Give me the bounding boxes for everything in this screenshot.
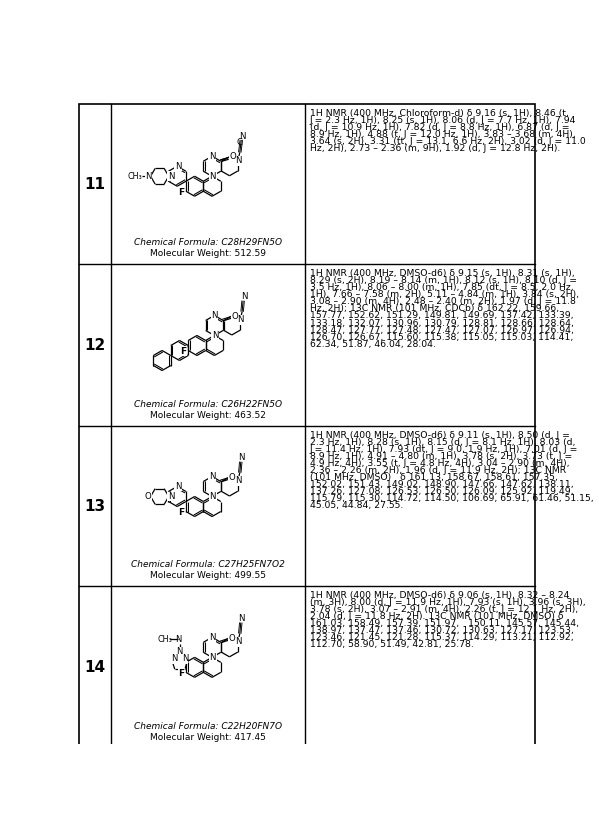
Text: N: N bbox=[171, 655, 178, 664]
Text: 1H NMR (400 MHz, DMSO-d6) δ 9.15 (s, 1H), 8.31 (s, 1H),: 1H NMR (400 MHz, DMSO-d6) δ 9.15 (s, 1H)… bbox=[310, 269, 574, 278]
Text: O: O bbox=[229, 152, 236, 161]
Text: 161.03, 158.49, 157.39, 151.97,   150.11, 145.57, 145.44,: 161.03, 158.49, 157.39, 151.97, 150.11, … bbox=[310, 619, 579, 628]
Text: N: N bbox=[212, 331, 219, 340]
Text: Chemical Formula: C27H25FN7O2: Chemical Formula: C27H25FN7O2 bbox=[131, 560, 285, 569]
Text: 1H NMR (400 MHz, DMSO-d6) δ 9.11 (s, 1H), 8.50 (d, J =: 1H NMR (400 MHz, DMSO-d6) δ 9.11 (s, 1H)… bbox=[310, 431, 570, 440]
Text: N: N bbox=[175, 482, 181, 491]
Text: O: O bbox=[229, 634, 235, 643]
Text: 133.18, 132.07, 130.96, 130.79, 128.81, 128.66, 128.64,: 133.18, 132.07, 130.96, 130.79, 128.81, … bbox=[310, 319, 574, 328]
Text: J = 2.3 Hz, 1H), 8.25 (s, 1H), 8.06 (d, J = 7.7 Hz, 1H), 7.94: J = 2.3 Hz, 1H), 8.25 (s, 1H), 8.06 (d, … bbox=[310, 116, 576, 125]
Text: N: N bbox=[238, 453, 245, 462]
Text: 4.9 Hz, 4H), 3.55 (t, J = 4.8 Hz, 4H), 3.04 – 2.90 (m, 4H),: 4.9 Hz, 4H), 3.55 (t, J = 4.8 Hz, 4H), 3… bbox=[310, 459, 569, 468]
Text: 3.78 (s, 2H), 3.07 – 2.91 (m, 4H), 2.26 (t, J = 12.1 Hz, 2H),: 3.78 (s, 2H), 3.07 – 2.91 (m, 4H), 2.26 … bbox=[310, 605, 578, 614]
Text: F: F bbox=[180, 347, 187, 356]
Text: J = 11.4 Hz, 1H), 7.93 (dt, J = 9.0, 1.9 Hz, 1H), 7.01 (d, J =: J = 11.4 Hz, 1H), 7.93 (dt, J = 9.0, 1.9… bbox=[310, 445, 578, 454]
Text: 2.3 Hz, 1H), 8.28 (s, 1H), 8.15 (d, J = 8.1 Hz, 1H), 8.03 (d,: 2.3 Hz, 1H), 8.28 (s, 1H), 8.15 (d, J = … bbox=[310, 438, 575, 446]
Text: 112.70, 58.90, 51.49, 42.81, 25.78.: 112.70, 58.90, 51.49, 42.81, 25.78. bbox=[310, 640, 473, 650]
Text: N: N bbox=[210, 171, 216, 181]
Text: N: N bbox=[209, 633, 215, 642]
Text: Chemical Formula: C28H29FN5O: Chemical Formula: C28H29FN5O bbox=[134, 238, 282, 247]
Text: 115.79, 115.30, 114.72, 114.50, 106.69, 65.91, 61.46, 51.15,: 115.79, 115.30, 114.72, 114.50, 106.69, … bbox=[310, 494, 594, 503]
Text: N: N bbox=[239, 131, 246, 140]
Text: Molecular Weight: 463.52: Molecular Weight: 463.52 bbox=[150, 410, 266, 420]
Text: N: N bbox=[210, 171, 216, 181]
Text: 14: 14 bbox=[84, 660, 105, 675]
Text: N: N bbox=[177, 647, 183, 656]
Text: 128.47, 127.77, 127.48, 127.47, 127.07, 126.97, 126.94,: 128.47, 127.77, 127.48, 127.47, 127.07, … bbox=[310, 326, 574, 334]
Text: C: C bbox=[237, 138, 243, 147]
Text: N: N bbox=[212, 331, 219, 340]
Text: 13: 13 bbox=[84, 498, 105, 513]
Text: N: N bbox=[241, 293, 247, 301]
Text: 2.36 – 2.26 (m, 2H), 1.96 (d, J = 11.9 Hz, 2H); 13C NMR: 2.36 – 2.26 (m, 2H), 1.96 (d, J = 11.9 H… bbox=[310, 466, 566, 475]
Text: (m, 3H), 8.00 (d, J = 11.9 Hz, 1H), 7.93 (s, 1H), 3.96 (s, 3H),: (m, 3H), 8.00 (d, J = 11.9 Hz, 1H), 7.93… bbox=[310, 598, 585, 607]
Text: F: F bbox=[178, 669, 184, 678]
Text: CH₃: CH₃ bbox=[128, 171, 143, 181]
Text: Hz, 2H); 13C NMR (101 MHz, CDCb) δ 162.22, 159.66,: Hz, 2H); 13C NMR (101 MHz, CDCb) δ 162.2… bbox=[310, 304, 559, 314]
Text: N: N bbox=[238, 614, 245, 623]
Text: N: N bbox=[181, 655, 188, 664]
Text: O: O bbox=[229, 472, 235, 482]
Text: 3.5 Hz, 1H), 8.06 – 8.00 (m, 1H), 7.85 (dt, J = 8.5, 2.0 Hz,: 3.5 Hz, 1H), 8.06 – 8.00 (m, 1H), 7.85 (… bbox=[310, 283, 573, 292]
Text: N: N bbox=[238, 315, 244, 324]
Text: 1H), 7.66 – 7.58 (m, 2H), 5.11 – 4.84 (m, 1H), 3.84 (s, 2H),: 1H), 7.66 – 7.58 (m, 2H), 5.11 – 4.84 (m… bbox=[310, 290, 579, 299]
Text: N: N bbox=[175, 635, 181, 644]
Text: Molecular Weight: 499.55: Molecular Weight: 499.55 bbox=[150, 571, 266, 580]
Text: 62.34, 51.87, 46.04, 28.04.: 62.34, 51.87, 46.04, 28.04. bbox=[310, 339, 435, 349]
Text: N: N bbox=[145, 171, 152, 181]
Text: N: N bbox=[168, 171, 174, 181]
Text: F: F bbox=[178, 507, 184, 517]
Text: 138.97, 137.47, 137.46, 130.72, 130.63, 127.17, 123.53,: 138.97, 137.47, 137.46, 130.72, 130.63, … bbox=[310, 626, 573, 635]
Text: 45.05, 44.84, 27.55.: 45.05, 44.84, 27.55. bbox=[310, 502, 403, 511]
Text: N: N bbox=[235, 477, 242, 486]
Text: F: F bbox=[178, 187, 184, 196]
Text: N: N bbox=[210, 653, 216, 662]
Text: CH₃: CH₃ bbox=[158, 635, 172, 644]
Text: N: N bbox=[209, 472, 215, 481]
Text: N: N bbox=[175, 161, 181, 171]
Text: O: O bbox=[145, 492, 152, 501]
Text: 157.77, 152.62, 151.29, 149.81, 149.69, 137.42, 133.39,: 157.77, 152.62, 151.29, 149.81, 149.69, … bbox=[310, 312, 573, 320]
Text: 1H NMR (400 MHz, Chloroform-d) δ 9.16 (s, 1H), 8.46 (t,: 1H NMR (400 MHz, Chloroform-d) δ 9.16 (s… bbox=[310, 109, 568, 118]
Text: 11: 11 bbox=[84, 176, 105, 191]
Text: N: N bbox=[168, 492, 174, 501]
Text: N: N bbox=[235, 156, 242, 166]
Text: 126.70, 126.67, 115.60, 115.38, 115.05, 115.03, 114.41,: 126.70, 126.67, 115.60, 115.38, 115.05, … bbox=[310, 333, 573, 342]
Text: O: O bbox=[231, 312, 238, 321]
Text: 8.9 Hz, 1H), 4.88 (t, J = 12.0 Hz, 1H), 3.83 – 3.68 (m, 4H),: 8.9 Hz, 1H), 4.88 (t, J = 12.0 Hz, 1H), … bbox=[310, 130, 575, 139]
Text: N: N bbox=[235, 637, 242, 646]
Text: 8.29 (s, 2H), 8.19 – 8.14 (m, 1H), 8.12 (s, 1H), 8.10 (d, J =: 8.29 (s, 2H), 8.19 – 8.14 (m, 1H), 8.12 … bbox=[310, 276, 577, 285]
Text: N: N bbox=[210, 492, 216, 501]
Text: 123.46, 121.45, 121.28, 115.37, 114.29, 113.21, 112.92,: 123.46, 121.45, 121.28, 115.37, 114.29, … bbox=[310, 634, 573, 642]
Text: (d, J = 10.9 Hz, 1H), 7.82 (d, J = 8.8 Hz, 1H), 6.87 (d, J =: (d, J = 10.9 Hz, 1H), 7.82 (d, J = 8.8 H… bbox=[310, 123, 569, 132]
Text: 3.64 (s, 2H), 3.31 (tt, J = 13.1, 6.6 Hz, 2H), 3.02 (d, J = 11.0: 3.64 (s, 2H), 3.31 (tt, J = 13.1, 6.6 Hz… bbox=[310, 137, 585, 146]
Text: 1H NMR (400 MHz, DMSO-d6) δ 9.06 (s, 1H), 8.32 – 8.24: 1H NMR (400 MHz, DMSO-d6) δ 9.06 (s, 1H)… bbox=[310, 591, 569, 599]
Text: N: N bbox=[209, 151, 215, 161]
Text: 152.02, 151.43, 149.02, 148.90, 147.66, 147.62, 138.11,: 152.02, 151.43, 149.02, 148.90, 147.66, … bbox=[310, 480, 573, 489]
Text: Chemical Formula: C22H20FN7O: Chemical Formula: C22H20FN7O bbox=[134, 721, 282, 731]
Text: 2.04 (d, J = 11.8 Hz, 2H). 13C NMR (101 MHz, DMSO) δ: 2.04 (d, J = 11.8 Hz, 2H). 13C NMR (101 … bbox=[310, 612, 563, 621]
Text: N: N bbox=[211, 311, 217, 320]
Text: 3.08 – 2.90 (m, 4H), 2.48 – 2.40 (m, 2H), 1.97 (d, J = 11.8: 3.08 – 2.90 (m, 4H), 2.48 – 2.40 (m, 2H)… bbox=[310, 298, 576, 306]
Text: N: N bbox=[210, 492, 216, 501]
Text: Molecular Weight: 512.59: Molecular Weight: 512.59 bbox=[150, 249, 266, 258]
Text: 137.26, 127.08, 126.53, 126.50, 126.09, 125.92, 119.49,: 137.26, 127.08, 126.53, 126.50, 126.09, … bbox=[310, 487, 573, 497]
Text: Chemical Formula: C26H22FN5O: Chemical Formula: C26H22FN5O bbox=[134, 400, 282, 409]
Text: 12: 12 bbox=[84, 338, 105, 353]
Text: N: N bbox=[210, 653, 216, 662]
Text: 8.9 Hz, 1H), 4.91 – 4.80 (m, 1H), 3.78 (s, 2H), 3.73 (t, J =: 8.9 Hz, 1H), 4.91 – 4.80 (m, 1H), 3.78 (… bbox=[310, 452, 572, 461]
Text: Molecular Weight: 417.45: Molecular Weight: 417.45 bbox=[150, 732, 266, 742]
Text: Hz, 2H), 2.73 – 2.36 (m, 9H), 1.92 (d, J = 12.8 Hz, 2H).: Hz, 2H), 2.73 – 2.36 (m, 9H), 1.92 (d, J… bbox=[310, 145, 560, 153]
Text: (101 MHz, DMSO)   δ 161.13, 158.67, 158.61, 157.35,: (101 MHz, DMSO) δ 161.13, 158.67, 158.61… bbox=[310, 473, 558, 482]
